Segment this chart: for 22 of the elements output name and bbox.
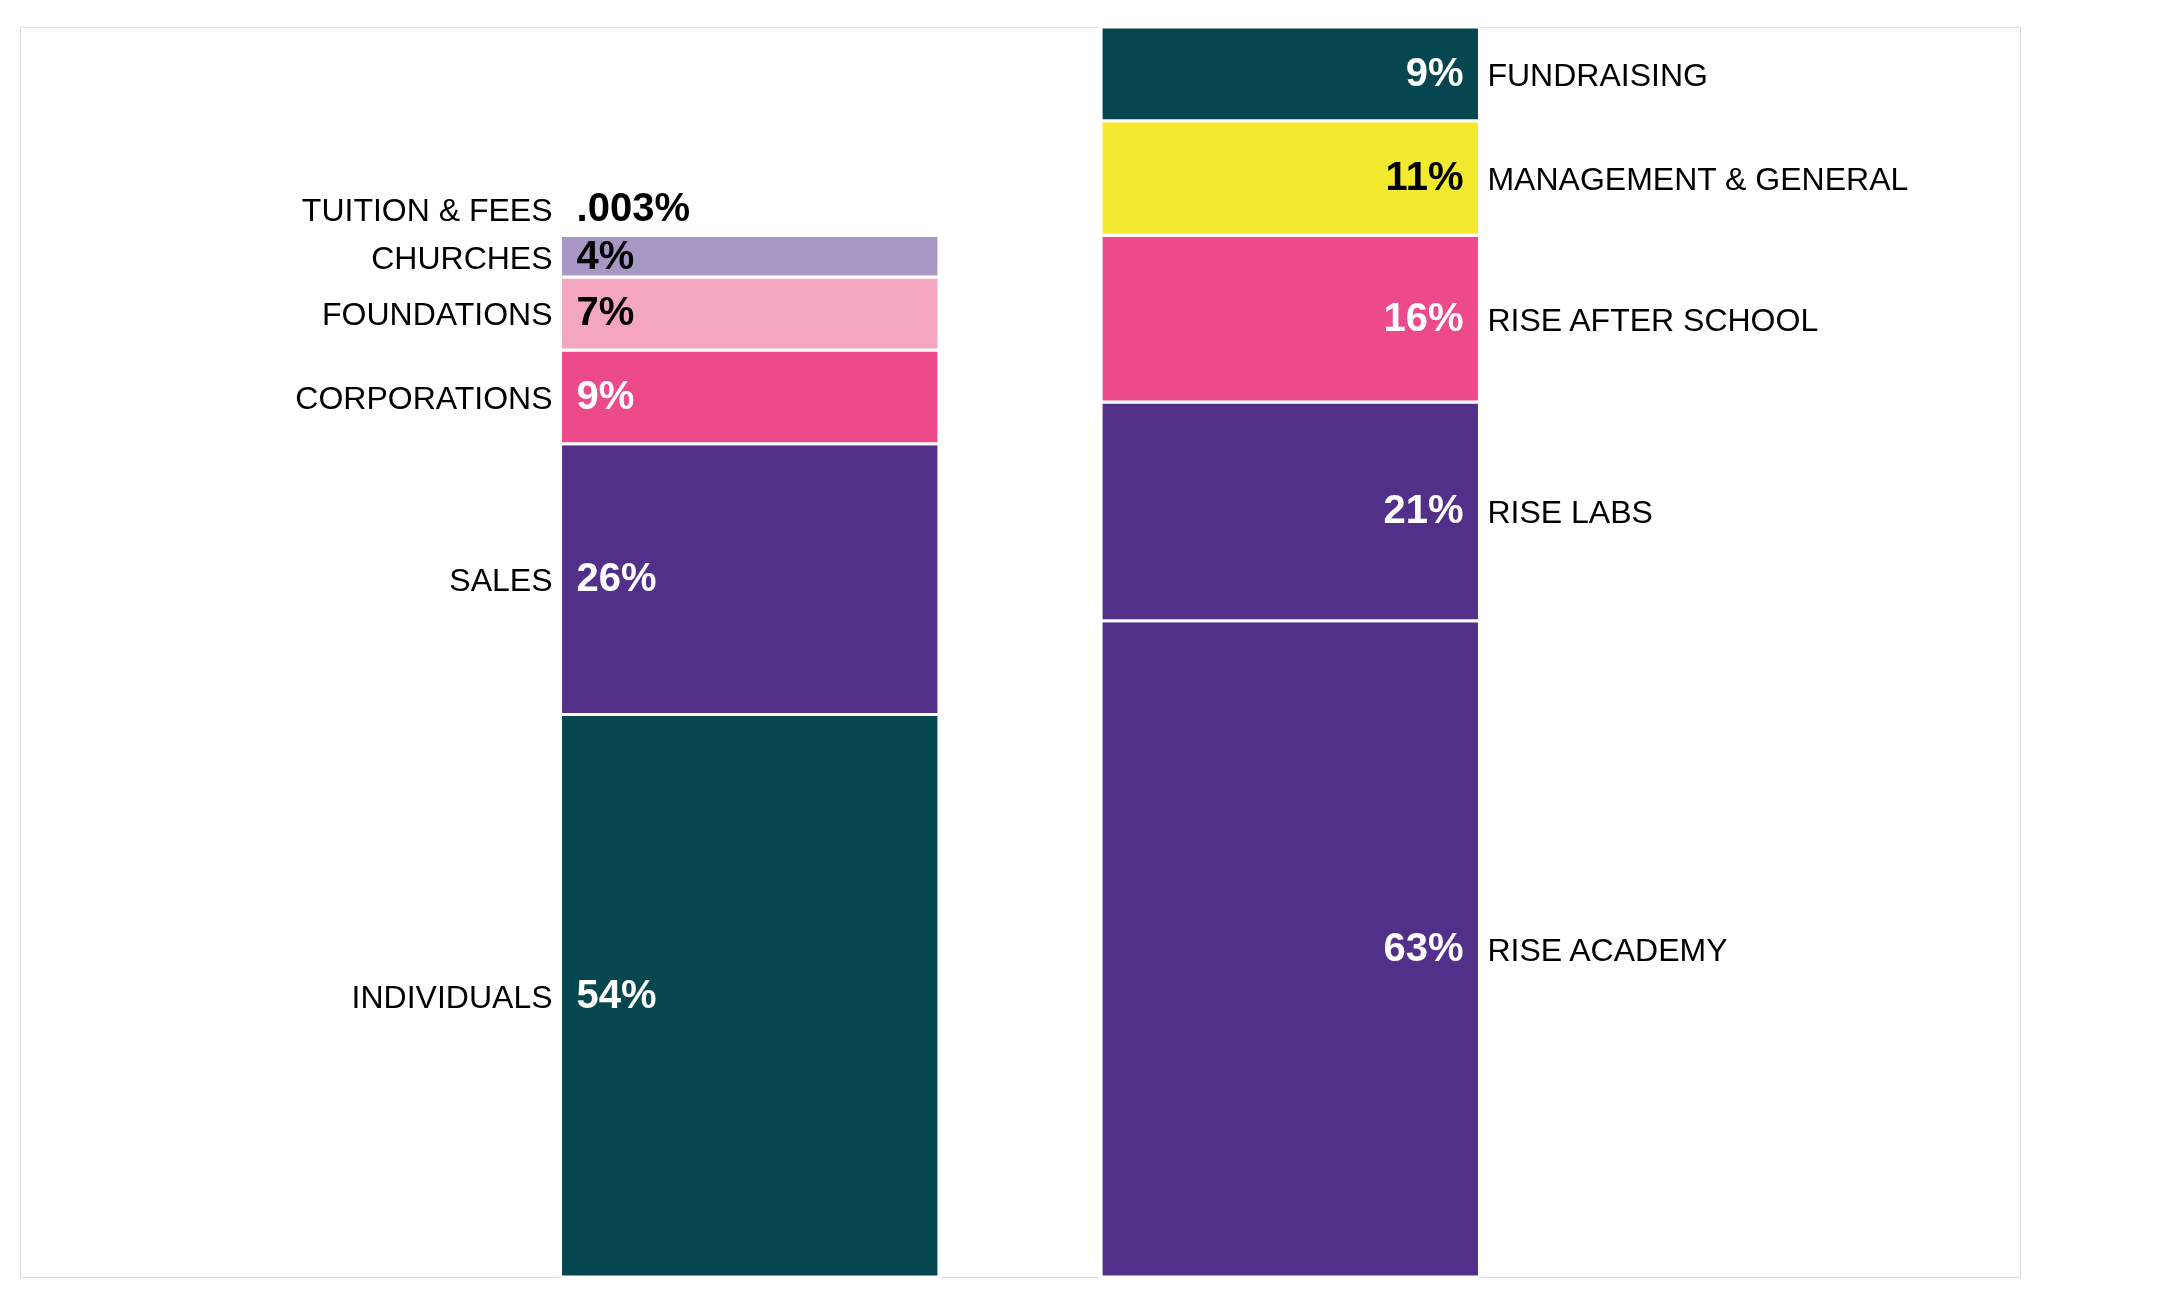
- series-label: FUNDRAISING: [1487, 56, 1708, 93]
- series-label: FOUNDATIONS: [322, 296, 553, 333]
- series-label: CHURCHES: [371, 239, 553, 276]
- data-label: 26%: [576, 555, 657, 600]
- series-label: RISE ACADEMY: [1487, 931, 1728, 968]
- data-label: 16%: [1383, 294, 1464, 339]
- series-label: SALES: [449, 562, 553, 599]
- series-label: RISE AFTER SCHOOL: [1487, 301, 1819, 338]
- data-label: 7%: [576, 289, 635, 334]
- data-label: .003%: [576, 184, 690, 229]
- series-label: MANAGEMENT & GENERAL: [1487, 161, 1909, 198]
- data-label: 9%: [576, 372, 635, 417]
- data-label: 9%: [1405, 49, 1464, 94]
- data-label: 11%: [1385, 154, 1464, 199]
- data-label: 63%: [1383, 924, 1464, 969]
- data-label: 54%: [576, 971, 657, 1016]
- data-label: 4%: [576, 232, 635, 277]
- series-label: CORPORATIONS: [295, 379, 553, 416]
- data-label: 21%: [1383, 487, 1464, 532]
- series-label: TUITION & FEES: [301, 191, 553, 228]
- series-label: INDIVIDUALS: [351, 978, 553, 1015]
- series-label: RISE LABS: [1487, 494, 1653, 531]
